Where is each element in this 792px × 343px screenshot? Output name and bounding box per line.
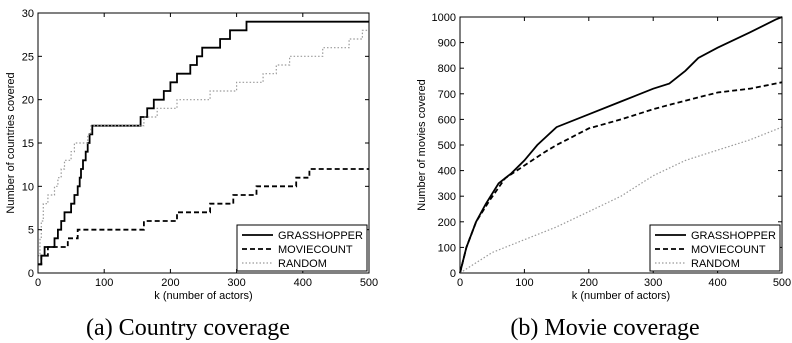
x-tick-label: 0: [457, 277, 463, 289]
x-axis-label: k (number of actors): [572, 290, 670, 302]
x-tick-label: 500: [360, 277, 378, 289]
y-tick-label: 400: [438, 166, 456, 178]
legend-box: [236, 224, 368, 272]
legend: GRASSHOPPER MOVIECOUNT RANDOM: [236, 224, 368, 272]
y-axis-label: Number of countries covered: [5, 72, 17, 213]
y-tick-label: 25: [22, 51, 34, 63]
x-tick-label: 200: [161, 277, 179, 289]
legend-label-grasshopper: GRASSHOPPER: [691, 230, 776, 242]
y-tick-label: 700: [438, 89, 456, 101]
y-tick-label: 200: [438, 217, 456, 229]
x-tick-label: 500: [773, 277, 791, 289]
y-tick-label: 900: [438, 38, 456, 50]
y-tick-label: 1000: [432, 12, 456, 24]
x-tick-label: 300: [227, 277, 245, 289]
y-tick-label: 500: [438, 140, 456, 152]
x-tick-label: 0: [35, 277, 41, 289]
chart-movie-coverage: 0 100 200 300 400 500 0 100 200 300 400 500 600 700 80…: [416, 12, 791, 341]
x-tick-label: 400: [708, 277, 726, 289]
chart-caption: (a) Country coverage: [86, 315, 290, 341]
legend-label-random: RANDOM: [278, 258, 327, 270]
y-tick-label: 10: [22, 181, 34, 193]
series-line-random: [38, 29, 369, 257]
y-axis-label: Number of movies covered: [416, 79, 428, 210]
x-tick-label: 300: [644, 277, 662, 289]
y-tick-label: 100: [438, 242, 456, 254]
legend-label-moviecount: MOVIECOUNT: [278, 244, 353, 256]
legend-label-moviecount: MOVIECOUNT: [691, 244, 766, 256]
series-line-moviecount: [38, 168, 369, 266]
y-tick-label: 30: [22, 8, 34, 20]
legend-label-random: RANDOM: [691, 258, 740, 270]
chart-country-coverage: 0 100 200 300 400 500 0 5 10 15 20 25 30 k (number of…: [5, 8, 378, 341]
x-tick-label: 100: [95, 277, 113, 289]
y-tick-label: 15: [22, 138, 34, 150]
chart-caption: (b) Movie coverage: [510, 315, 699, 341]
legend-box: [649, 224, 781, 272]
x-tick-label: 400: [294, 277, 312, 289]
series-line-moviecount: [459, 81, 783, 274]
series-line-grasshopper: [459, 16, 783, 274]
x-tick-label: 100: [515, 277, 533, 289]
y-tick-label: 0: [28, 268, 34, 280]
y-tick-label: 600: [438, 114, 456, 126]
y-tick-label: 5: [28, 225, 34, 237]
y-tick-label: 20: [22, 95, 34, 107]
y-tick-label: 0: [450, 268, 456, 280]
legend: GRASSHOPPER MOVIECOUNT RANDOM: [649, 224, 781, 272]
x-axis-label: k (number of actors): [154, 290, 252, 302]
x-tick-label: 200: [580, 277, 598, 289]
legend-label-grasshopper: GRASSHOPPER: [278, 230, 363, 242]
series-line-random: [459, 126, 783, 274]
y-tick-label: 800: [438, 63, 456, 75]
series-line-grasshopper: [38, 20, 369, 266]
y-tick-label: 300: [438, 191, 456, 203]
